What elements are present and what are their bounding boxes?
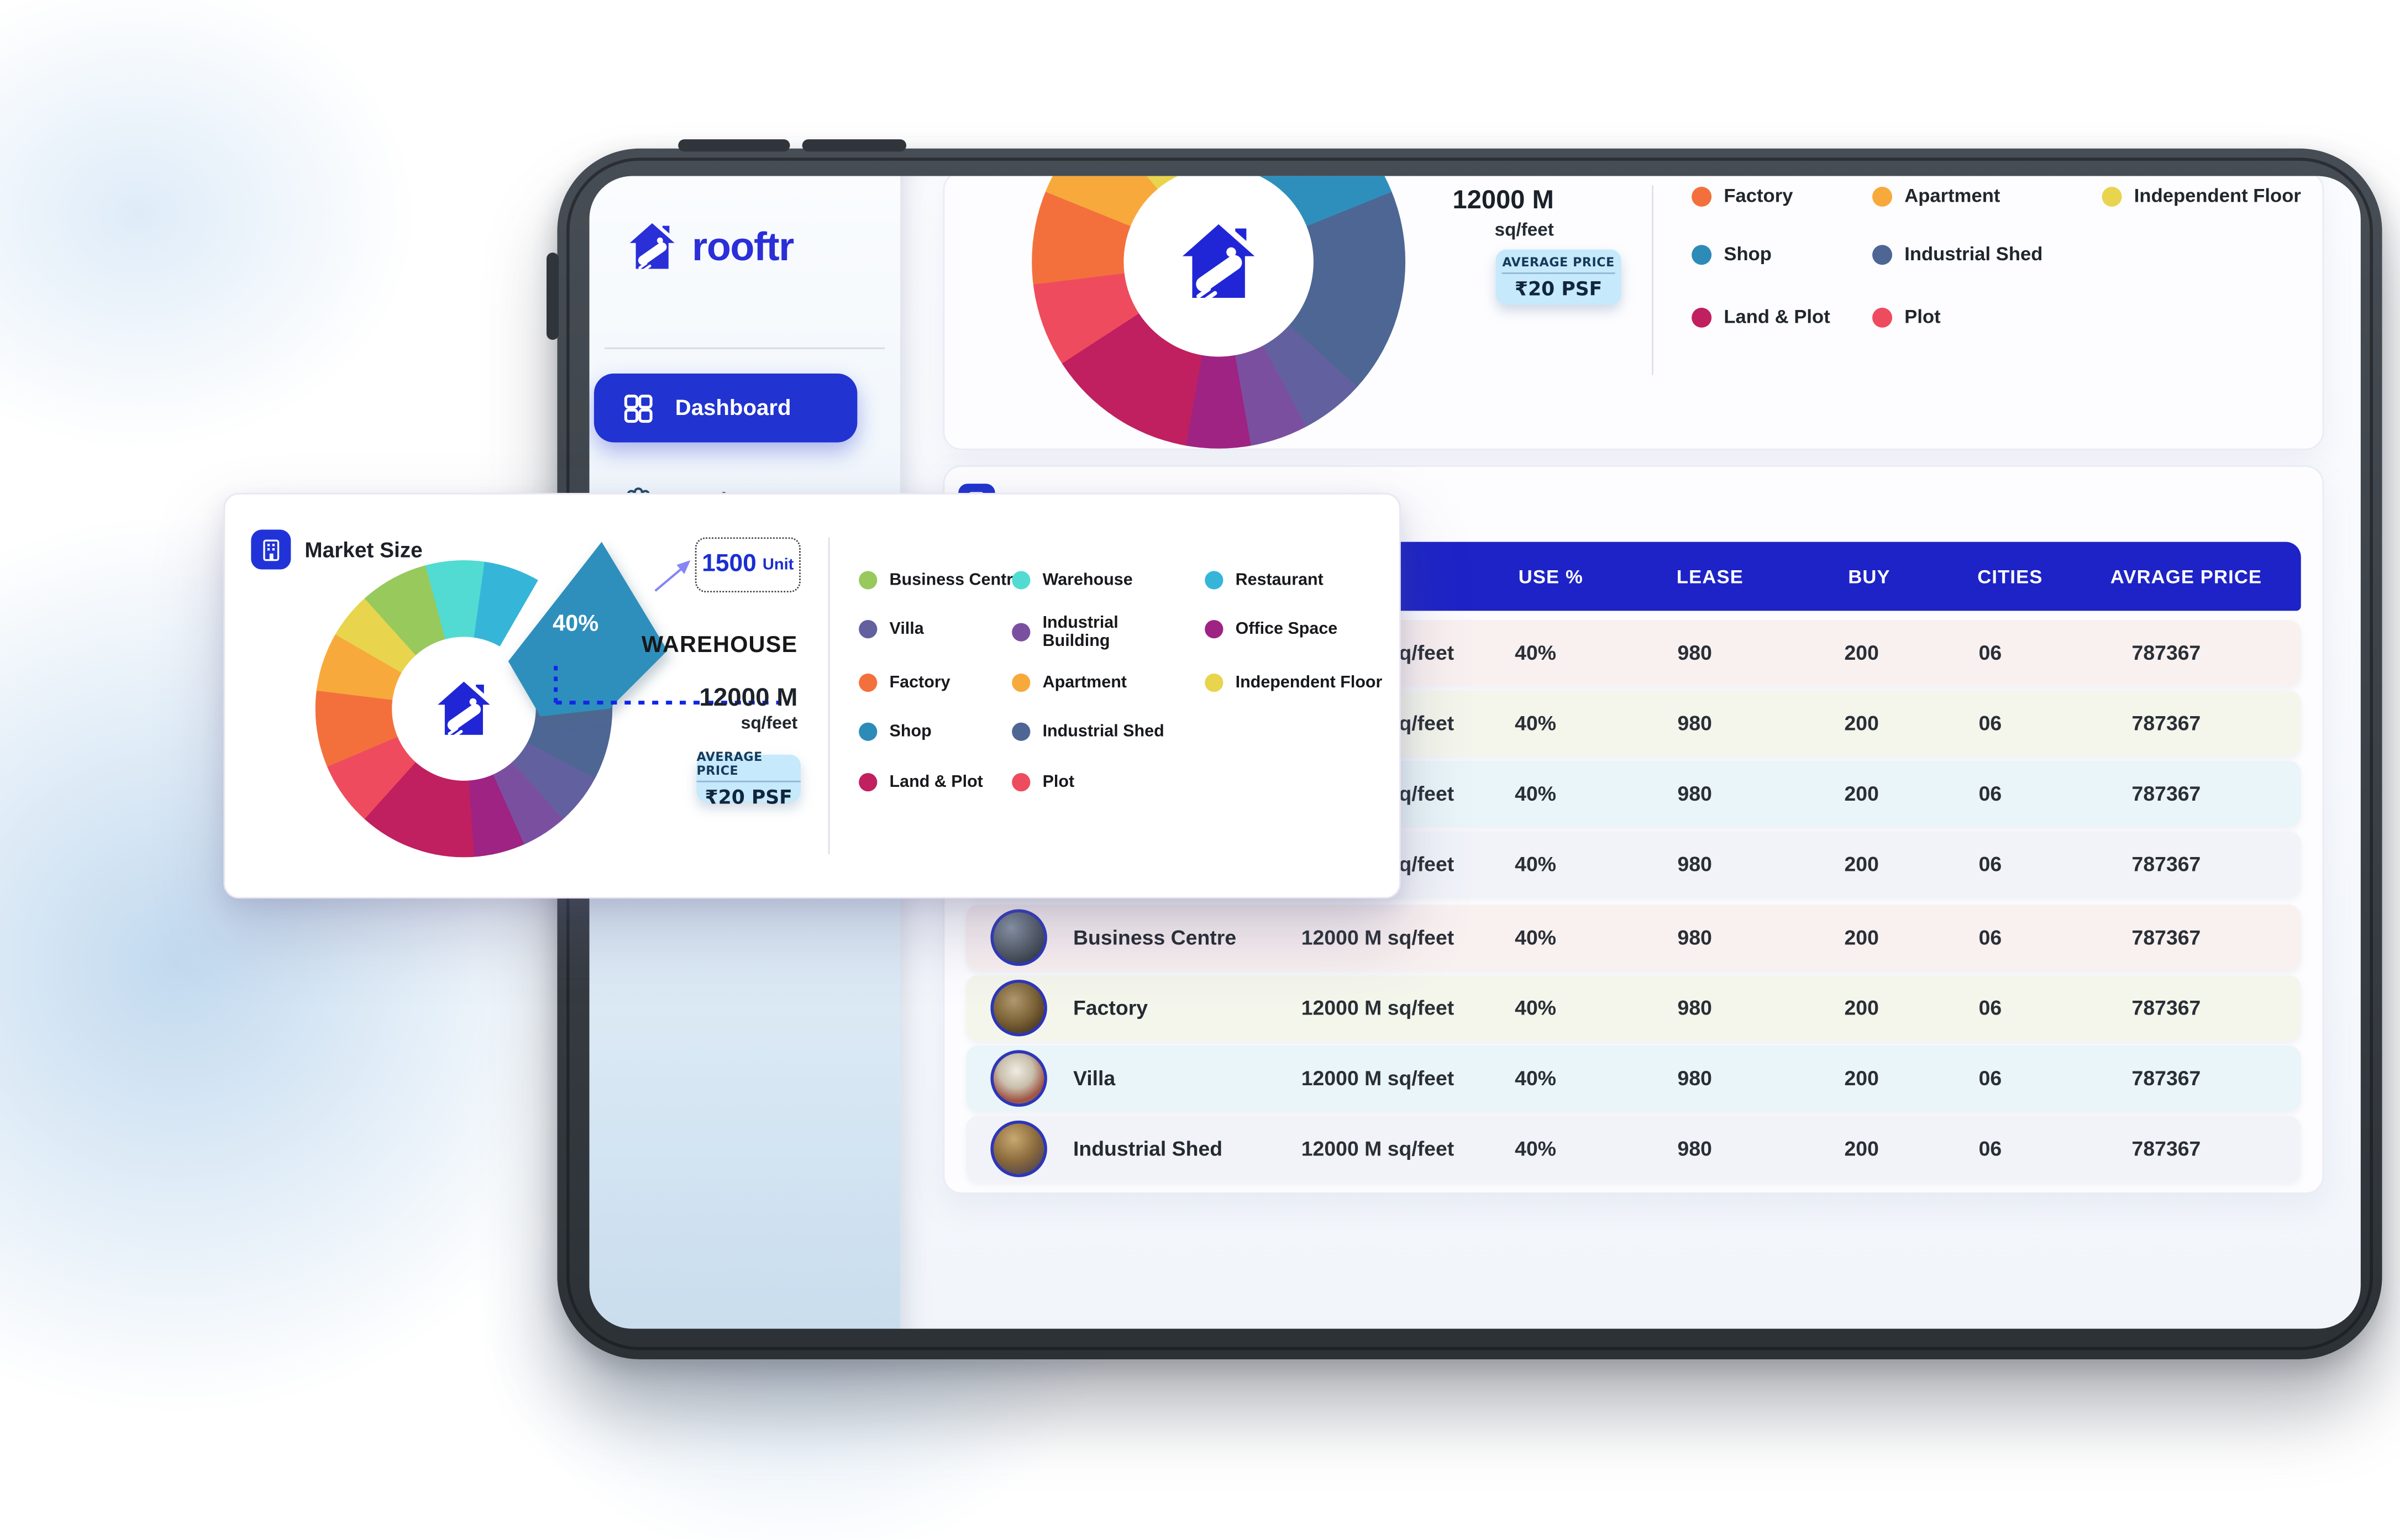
legend-dot [1012, 673, 1031, 692]
legend-item: Independent Floor [1205, 673, 1382, 692]
legend-item: Land & Plot [859, 773, 983, 792]
average-price-label: AVERAGE PRICE [696, 749, 801, 782]
sidebar-item-dashboard[interactable]: Dashboard [594, 373, 858, 443]
legend-item: Land & Plot [1692, 306, 1830, 328]
brand-name: rooftr [692, 223, 794, 269]
average-price-badge: AVERAGE PRICE ₹20 PSF [696, 749, 801, 807]
legend-dot [1692, 244, 1712, 264]
col-header-buy: BUY [1848, 565, 1890, 587]
legend-item: Villa [859, 619, 924, 639]
highlight-name: WAREHOUSE [641, 632, 798, 659]
card-divider [1652, 185, 1653, 375]
market-size-header: Market Size [251, 529, 423, 570]
total-area-unit: sq/feet [1494, 219, 1554, 240]
table-row-factory[interactable]: Factory 12000 M sq/feet 40% 980 200 06 7… [966, 975, 2301, 1041]
legend-dot [1205, 619, 1223, 639]
market-size-card: Market Size 40% 1500 Unit WAREHOUSE [223, 493, 1401, 899]
legend-dot [1012, 623, 1031, 642]
market-size-donut-chart [315, 560, 613, 858]
legend-item: Shop [1692, 243, 1772, 265]
sidebar-divider [605, 347, 885, 349]
legend-item: Factory [859, 673, 950, 692]
average-price-value: ₹20 PSF [1514, 276, 1603, 299]
device-button-side [546, 253, 559, 340]
col-header-cities: CITIES [1977, 565, 2043, 587]
legend-dot [1872, 244, 1893, 264]
device-button-top-2 [802, 139, 907, 152]
highlight-percent: 40% [553, 611, 599, 637]
legend-item: Plot [1872, 306, 1941, 328]
callout-arrowhead [676, 560, 691, 574]
market-size-card-icon [251, 529, 291, 570]
legend-item: Industrial Building [1012, 614, 1149, 650]
house-handshake-icon [432, 676, 496, 740]
property-avatar [990, 979, 1047, 1037]
legend-dot [859, 571, 878, 590]
col-header-use: USE % [1518, 565, 1583, 587]
col-header-lease: LEASE [1676, 565, 1743, 587]
legend-dot [1692, 307, 1712, 327]
property-avatar [990, 909, 1047, 966]
legend-item: Apartment [1012, 673, 1127, 692]
legend-item: Apartment [1872, 185, 2000, 207]
card-title: Market Size [304, 537, 423, 562]
table-row-business-centre[interactable]: Business Centre 12000 M sq/feet 40% 980 … [966, 905, 2301, 971]
card-divider [828, 537, 830, 854]
units-label: Unit [762, 555, 794, 574]
units-value: 1500 [702, 551, 757, 577]
table-row-industrial-shed[interactable]: Industrial Shed 12000 M sq/feet 40% 980 … [966, 1116, 2301, 1182]
legend-item: Factory [1692, 185, 1793, 207]
legend-item: Restaurant [1205, 571, 1324, 590]
legend-item: Warehouse [1012, 571, 1133, 590]
highlight-area: 12000 M sq/feet [699, 684, 798, 733]
house-handshake-icon [1174, 217, 1263, 306]
dashboard-grid-icon [622, 391, 655, 425]
sidebar-item-label: Dashboard [675, 396, 791, 421]
table-row-villa[interactable]: Villa 12000 M sq/feet 40% 980 200 06 787… [966, 1045, 2301, 1112]
legend-dot [859, 722, 878, 741]
total-area-value: 12000 M [1452, 185, 1554, 214]
legend-item: Industrial Shed [1012, 722, 1164, 741]
average-price-badge: AVERAGE PRICE ₹20 PSF [1495, 249, 1621, 305]
legend-dot [2102, 186, 2122, 206]
legend-item: Shop [859, 722, 932, 741]
legend-dot [1872, 307, 1893, 327]
donut-center [1123, 176, 1314, 357]
building-icon [258, 537, 284, 563]
legend-dot [1205, 571, 1223, 590]
legend-item: Plot [1012, 773, 1074, 792]
legend-item: Industrial Shed [1872, 243, 2042, 265]
legend-dot [1872, 186, 1893, 206]
house-handshake-icon [624, 219, 680, 274]
legend-dot [1012, 773, 1031, 792]
legend-dot [1692, 186, 1712, 206]
units-callout-box: 1500 Unit [695, 537, 801, 593]
average-price-label: AVERAGE PRICE [1502, 255, 1615, 274]
col-header-avrage-price: AVRAGE PRICE [2110, 565, 2262, 587]
legend-dot [1205, 673, 1223, 692]
device-button-top-1 [678, 139, 790, 152]
legend-dot [1012, 722, 1031, 741]
legend-dot [859, 773, 878, 792]
donut-center [392, 637, 536, 781]
callout-arrow-line [654, 565, 685, 592]
legend-dot [859, 673, 878, 692]
total-area: 12000 M sq/feet [1358, 185, 1554, 240]
legend-dot [859, 619, 878, 639]
property-avatar [990, 1120, 1047, 1178]
average-price-value: ₹20 PSF [705, 784, 792, 808]
legend-item: Business Centre [859, 571, 1022, 590]
legend-dot [1012, 571, 1031, 590]
overview-card: 12000 M sq/feet AVERAGE PRICE ₹20 PSF Fa… [943, 176, 2324, 450]
brand-logo[interactable]: rooftr [624, 219, 794, 274]
legend-item: Office Space [1205, 619, 1337, 639]
legend-item: Independent Floor [2102, 185, 2301, 207]
property-avatar [990, 1050, 1047, 1107]
overview-donut-chart [1032, 176, 1406, 449]
